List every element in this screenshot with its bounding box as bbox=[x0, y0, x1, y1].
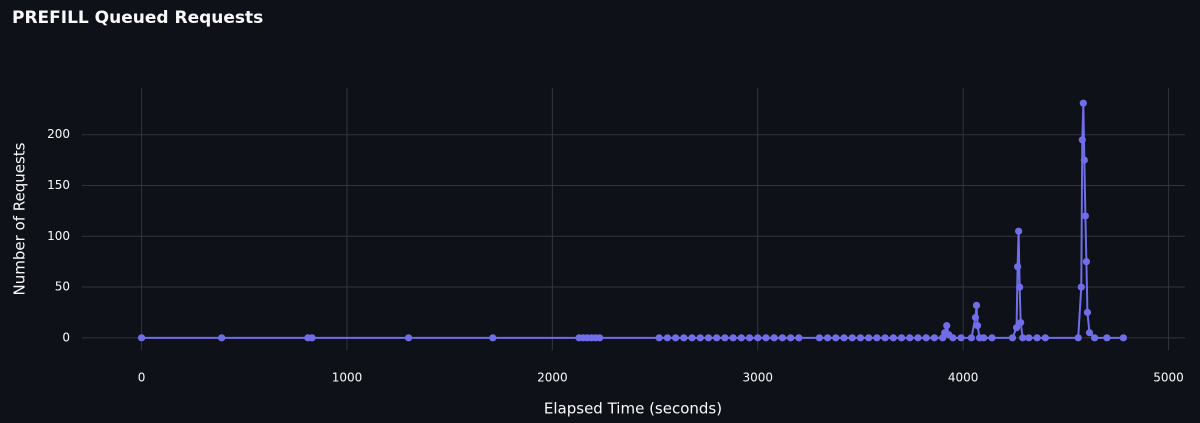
point bbox=[856, 334, 865, 342]
point bbox=[704, 334, 713, 342]
point bbox=[1025, 334, 1033, 342]
point bbox=[1074, 334, 1082, 342]
point bbox=[815, 334, 823, 342]
chart-title: PREFILL Queued Requests bbox=[12, 8, 263, 28]
point bbox=[1016, 283, 1024, 291]
x-tick-label: 4000 bbox=[948, 371, 979, 385]
point bbox=[930, 334, 939, 342]
y-tick-label: 0 bbox=[62, 330, 70, 344]
point bbox=[762, 334, 770, 342]
point bbox=[1019, 334, 1027, 342]
point bbox=[1091, 334, 1099, 342]
point bbox=[404, 334, 413, 342]
point bbox=[1012, 324, 1021, 332]
point bbox=[680, 334, 688, 342]
point bbox=[1085, 329, 1094, 337]
point bbox=[696, 334, 704, 342]
point bbox=[873, 334, 881, 342]
point bbox=[663, 334, 671, 342]
point bbox=[1077, 283, 1085, 291]
point bbox=[848, 334, 856, 342]
point bbox=[943, 322, 951, 330]
point bbox=[832, 334, 840, 342]
y-tick-label: 100 bbox=[47, 229, 70, 243]
point bbox=[840, 334, 848, 342]
point bbox=[1080, 156, 1088, 164]
point bbox=[721, 334, 729, 342]
point bbox=[906, 334, 914, 342]
point bbox=[1008, 334, 1017, 342]
point bbox=[308, 334, 316, 342]
point bbox=[672, 334, 680, 342]
point bbox=[1082, 258, 1091, 266]
point bbox=[713, 334, 721, 342]
point bbox=[824, 334, 832, 342]
point bbox=[949, 334, 957, 342]
point bbox=[967, 334, 975, 342]
point bbox=[1081, 212, 1089, 220]
y-tick-label: 50 bbox=[55, 280, 70, 294]
point bbox=[1103, 334, 1111, 342]
point bbox=[596, 334, 604, 342]
point bbox=[729, 334, 737, 342]
point bbox=[973, 322, 982, 330]
point bbox=[1079, 99, 1087, 107]
point bbox=[688, 334, 696, 342]
x-tick-label: 0 bbox=[138, 371, 146, 385]
y-axis-label: Number of Requests bbox=[11, 142, 29, 295]
point bbox=[1017, 318, 1025, 327]
point bbox=[922, 334, 930, 342]
point bbox=[1041, 334, 1049, 342]
point bbox=[137, 334, 146, 342]
point bbox=[1015, 227, 1023, 235]
point bbox=[881, 334, 889, 342]
point bbox=[957, 334, 965, 342]
point bbox=[865, 334, 873, 342]
point bbox=[971, 313, 980, 322]
point bbox=[1083, 308, 1092, 317]
point bbox=[897, 334, 906, 342]
point bbox=[1119, 334, 1127, 342]
plot bbox=[137, 99, 1127, 342]
point bbox=[737, 334, 745, 342]
point bbox=[980, 334, 988, 342]
point bbox=[795, 334, 803, 342]
point bbox=[745, 334, 754, 342]
point bbox=[889, 334, 897, 342]
point bbox=[972, 301, 981, 309]
x-axis-label: Elapsed Time (seconds) bbox=[544, 400, 722, 418]
x-tick-label: 1000 bbox=[332, 371, 363, 385]
point bbox=[754, 334, 762, 342]
point bbox=[787, 334, 795, 342]
x-tick-label: 5000 bbox=[1153, 371, 1184, 385]
point bbox=[778, 334, 787, 342]
point bbox=[218, 334, 226, 342]
point bbox=[770, 334, 778, 342]
point bbox=[655, 334, 663, 342]
point bbox=[489, 334, 497, 342]
point bbox=[1078, 136, 1086, 144]
x-tick-label: 2000 bbox=[537, 371, 568, 385]
x-tick-label: 3000 bbox=[742, 371, 773, 385]
point bbox=[914, 334, 922, 342]
point bbox=[988, 334, 996, 342]
point bbox=[1033, 334, 1041, 342]
point bbox=[1013, 263, 1022, 271]
y-tick-label: 200 bbox=[47, 127, 70, 141]
y-tick-label: 150 bbox=[47, 178, 70, 192]
